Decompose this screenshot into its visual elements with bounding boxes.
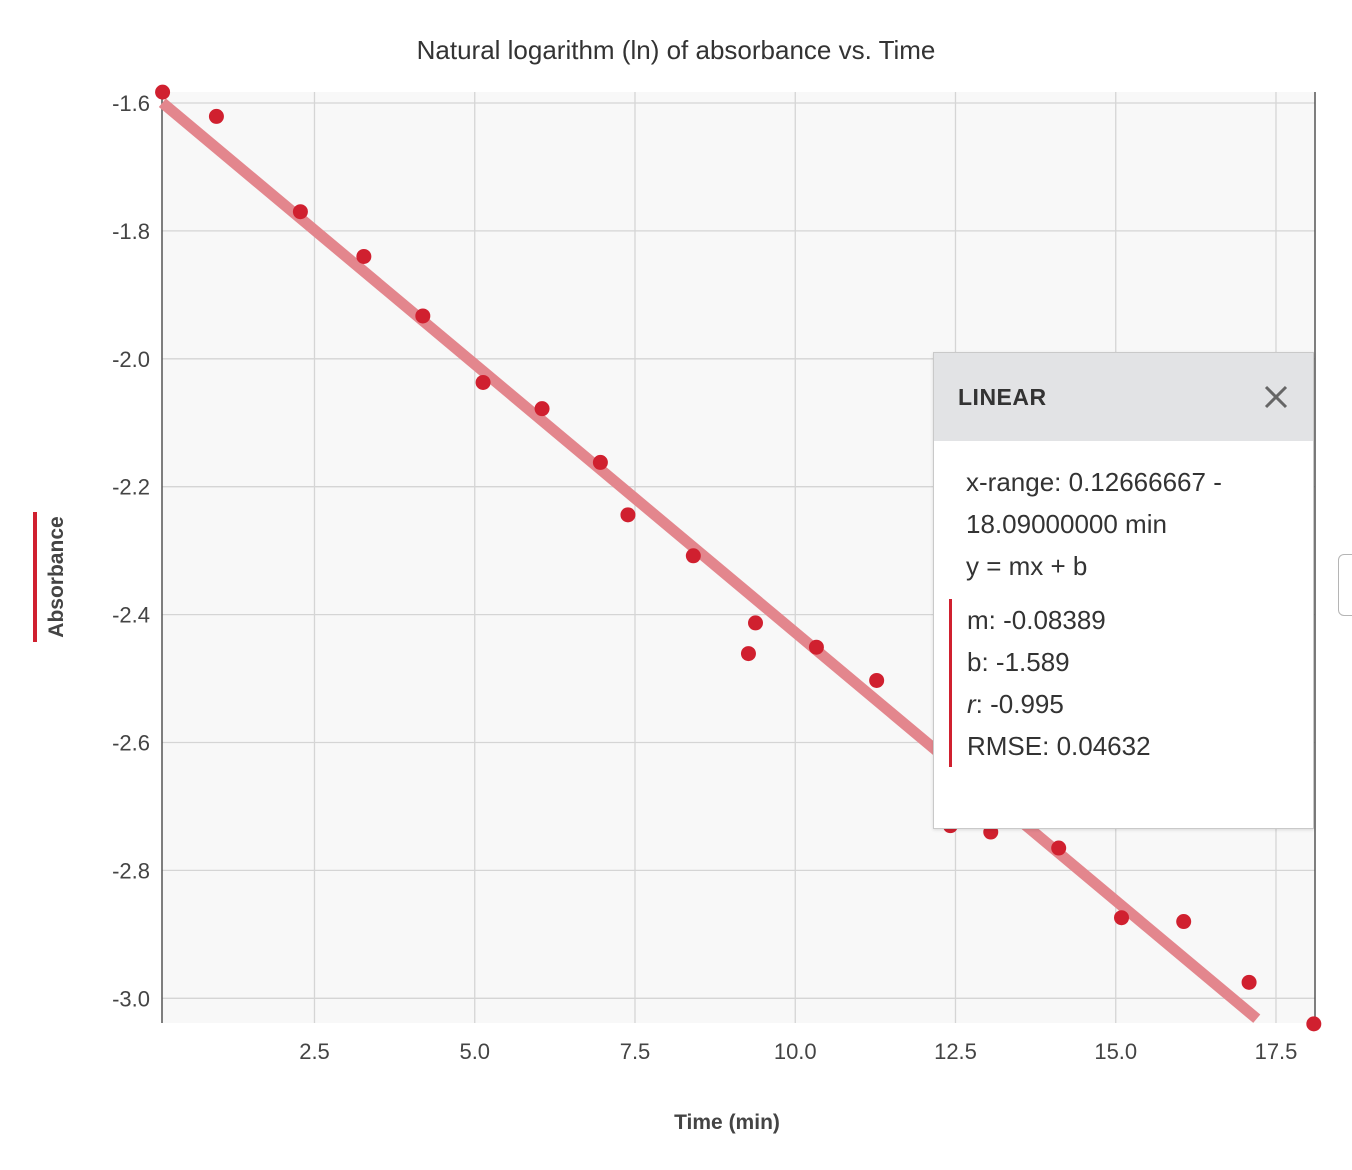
data-point[interactable] — [415, 308, 431, 324]
y-tick-label: -3.0 — [112, 986, 150, 1011]
data-point[interactable] — [1241, 974, 1257, 990]
x-tick-label: 15.0 — [1094, 1039, 1137, 1064]
data-point[interactable] — [208, 108, 224, 124]
close-icon-glyph — [1264, 385, 1288, 409]
panel-body: x-range: 0.12666667 - 18.09000000 min y … — [934, 441, 1313, 767]
side-panel-handle[interactable] — [1338, 554, 1352, 616]
r-value: : -0.995 — [975, 689, 1064, 719]
x-tick-label: 12.5 — [934, 1039, 977, 1064]
y-tick-labels: -1.6 -1.8 -2.0 -2.2 -2.4 -2.6 -2.8 -3.0 — [112, 91, 150, 1011]
linear-fit-panel[interactable]: LINEAR x-range: 0.12666667 - 18.09000000… — [933, 352, 1314, 829]
data-point[interactable] — [1051, 840, 1067, 856]
y-axis-title: Absorbance — [45, 516, 68, 637]
correlation-value: r: -0.995 — [967, 683, 1293, 725]
y-tick-label: -1.8 — [112, 219, 150, 244]
data-point[interactable] — [685, 548, 701, 564]
data-point[interactable] — [869, 672, 885, 688]
r-label: r — [967, 689, 976, 719]
data-point[interactable] — [748, 615, 764, 631]
x-tick-label: 17.5 — [1255, 1039, 1298, 1064]
x-tick-label: 10.0 — [774, 1039, 817, 1064]
data-point[interactable] — [475, 374, 491, 390]
linear-fit-line — [158, 98, 1261, 1023]
x-tick-label: 5.0 — [459, 1039, 490, 1064]
x-range-line-2: 18.09000000 min — [966, 509, 1167, 539]
y-tick-label: -2.8 — [112, 858, 150, 883]
y-tick-label: -2.4 — [112, 603, 150, 628]
data-point[interactable] — [292, 204, 308, 220]
data-point[interactable] — [534, 401, 550, 417]
y-tick-label: -2.6 — [112, 731, 150, 756]
data-point[interactable] — [592, 454, 608, 470]
slope-value: m: -0.08389 — [967, 605, 1106, 635]
equation: y = mx + b — [966, 551, 1088, 581]
x-tick-label: 2.5 — [299, 1039, 330, 1064]
x-range-line-1: x-range: 0.12666667 - — [966, 467, 1222, 497]
data-point[interactable] — [356, 248, 372, 264]
rmse-value: RMSE: 0.04632 — [967, 731, 1151, 761]
data-point[interactable] — [620, 507, 636, 523]
fit-layer — [158, 98, 1261, 1023]
data-point[interactable] — [1176, 914, 1192, 930]
y-tick-label: -1.6 — [112, 91, 150, 116]
x-tick-labels: 2.5 5.0 7.5 10.0 12.5 15.0 17.5 — [299, 1039, 1297, 1064]
data-point[interactable] — [1306, 1016, 1322, 1032]
fit-parameters: m: -0.08389 b: -1.589 r: -0.995 RMSE: 0.… — [949, 599, 1293, 767]
x-tick-label: 7.5 — [620, 1039, 651, 1064]
data-point[interactable] — [155, 84, 171, 100]
intercept-value: b: -1.589 — [967, 647, 1070, 677]
panel-title: LINEAR — [958, 383, 1047, 410]
panel-header: LINEAR — [934, 353, 1313, 441]
data-point[interactable] — [808, 639, 824, 655]
close-icon[interactable] — [1261, 382, 1291, 412]
data-point[interactable] — [1114, 910, 1130, 926]
y-axis-series-accent — [33, 512, 37, 642]
chart-title: Natural logarithm (ln) of absorbance vs.… — [417, 35, 936, 65]
x-axis-title: Time (min) — [674, 1111, 780, 1134]
data-point[interactable] — [740, 646, 756, 662]
axes — [161, 92, 1316, 1023]
y-tick-label: -2.0 — [112, 347, 150, 372]
y-tick-label: -2.2 — [112, 475, 150, 500]
